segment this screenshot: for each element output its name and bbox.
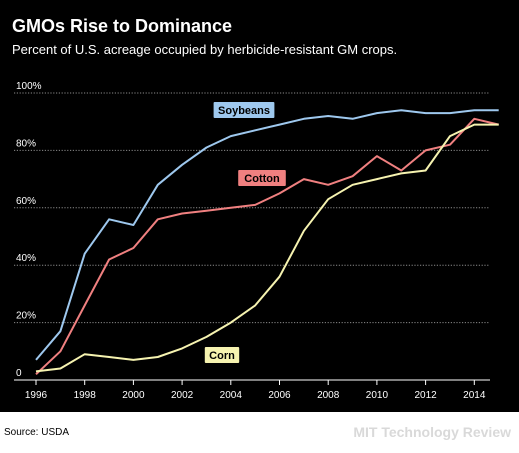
x-tick-label: 2004 — [220, 390, 243, 401]
series-label-box — [204, 347, 240, 363]
chart-panel: GMOs Rise to Dominance Percent of U.S. a… — [0, 0, 519, 412]
series-line-cotton — [35, 117, 499, 376]
series-line-soybeans — [35, 109, 499, 361]
series-label-corn: Corn — [209, 350, 235, 362]
x-tick-label: 1998 — [74, 390, 97, 401]
y-tick-label: 40% — [16, 253, 36, 264]
x-tick-label: 2012 — [414, 390, 437, 401]
x-tick-label: 2014 — [463, 390, 486, 401]
brand-logo: MIT Technology Review — [353, 424, 511, 440]
series-label-box — [238, 170, 286, 186]
line-chart: 0 20% 40% 60% 80% 100% 1996 1998 2000 2002 2004 200… — [14, 81, 499, 401]
series-label-soybeans: Soybeans — [218, 105, 270, 117]
chart-title: GMOs Rise to Dominance — [12, 16, 233, 36]
x-tick-label: 2006 — [268, 390, 291, 401]
x-tick-label: 2008 — [317, 390, 340, 401]
y-tick-label: 20% — [16, 311, 36, 322]
y-tick-label: 80% — [16, 138, 36, 149]
x-tick-label: 2010 — [366, 390, 389, 401]
x-tick-label: 2000 — [122, 390, 145, 401]
series-line-corn — [35, 123, 499, 373]
y-tick-label: 60% — [16, 196, 36, 207]
series-label-box — [213, 102, 275, 118]
x-tick-label: 1996 — [25, 390, 48, 401]
x-tick-label: 2002 — [171, 390, 194, 401]
chart-subtitle: Percent of U.S. acreage occupied by herb… — [12, 42, 398, 57]
y-tick-label: 100% — [16, 81, 42, 92]
y-tick-label: 0 — [16, 368, 22, 379]
series-label-cotton: Cotton — [244, 173, 280, 185]
source-note: Source: USDA — [4, 427, 70, 438]
